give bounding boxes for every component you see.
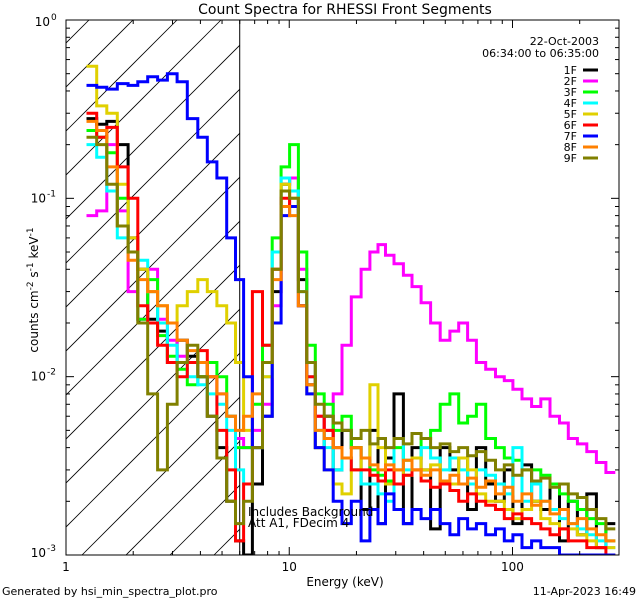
series-8F [86, 119, 616, 543]
series-2F [86, 143, 616, 474]
y-tick-exponent: -2 [47, 368, 56, 378]
y-tick-base: 10 [31, 370, 46, 384]
x-tick-label: 10 [282, 560, 297, 574]
y-tick-label: 10 -2 [31, 368, 56, 384]
y-axis-label: counts cm-2 s-1 keV-1 [26, 227, 41, 352]
series-9F [86, 135, 616, 531]
annotation-background: Includes Background [248, 505, 373, 519]
legend-label: 9F [564, 152, 577, 165]
plot-frame [65, 19, 620, 556]
footer-generated-by: Generated by hsi_min_spectra_plot.pro [2, 585, 218, 598]
y-tick-base: 10 [31, 191, 46, 205]
y-tick-label: 10 -1 [31, 189, 56, 205]
y-tick-base: 10 [35, 15, 50, 29]
y-tick-exponent: -1 [47, 189, 56, 199]
x-axis-label: Energy (keV) [306, 575, 383, 589]
legend-label: 1F [564, 64, 577, 77]
axis-ticks [65, 19, 620, 556]
legend-label: 8F [564, 141, 577, 154]
x-tick-label: 100 [501, 560, 524, 574]
legend-label: 7F [564, 130, 577, 143]
y-tick-base: 10 [31, 546, 46, 560]
legend-label: 4F [564, 97, 577, 110]
footer-timestamp: 11-Apr-2023 16:49 [533, 585, 636, 598]
chart-title: Count Spectra for RHESSI Front Segments [198, 2, 492, 18]
y-tick-label: 10 0 [35, 13, 57, 29]
y-tick-exponent: 0 [51, 13, 57, 23]
legend-label: 6F [564, 119, 577, 132]
legend-label: 2F [564, 75, 577, 88]
annotation-attenuator: Att A1, FDecim 4 [248, 516, 349, 530]
series-5F [86, 64, 616, 550]
y-tick-label: 10 -3 [31, 544, 56, 560]
x-tick-label: 1 [62, 560, 70, 574]
legend-label: 3F [564, 86, 577, 99]
series-layer [86, 64, 616, 555]
series-7F [86, 72, 616, 555]
legend-label: 5F [564, 108, 577, 121]
observation-date: 22-Oct-2003 [530, 35, 599, 48]
observation-time-range: 06:34:00 to 06:35:00 [482, 47, 599, 60]
y-tick-exponent: -3 [47, 544, 56, 554]
